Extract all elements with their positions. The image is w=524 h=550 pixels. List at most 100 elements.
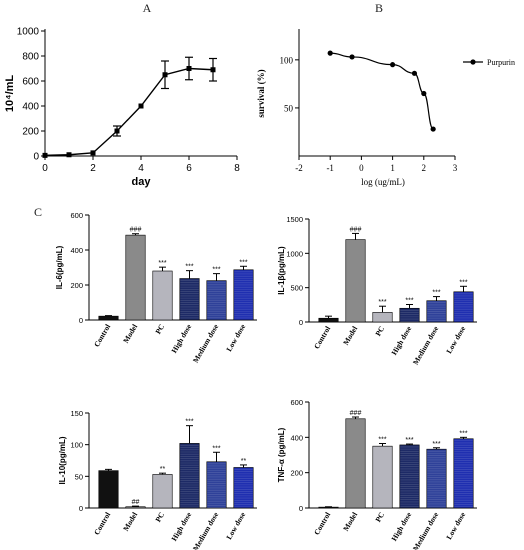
significance-label: ** [160, 466, 166, 473]
category-label: Model [341, 325, 359, 347]
bar [318, 317, 339, 323]
legend-label: Purpurin [487, 58, 515, 67]
bar [152, 474, 173, 509]
significance-label: ** [241, 458, 247, 465]
y-tick-label: 50 [284, 103, 294, 113]
x-axis-label: day [132, 176, 152, 188]
il6-chart: 0 200 400 600 IL-6(pg/mL) Control ### Model *** P… [55, 211, 257, 364]
category-label: Model [341, 511, 359, 533]
y-tick-label: 100 [280, 55, 294, 65]
data-point [411, 70, 418, 76]
y-tick-label: 400 [70, 246, 83, 255]
data-point [162, 72, 168, 78]
category-label: Low dose [444, 510, 467, 541]
x-tick-label: 6 [186, 163, 192, 174]
bar [125, 234, 146, 321]
survival-curve [330, 52, 434, 130]
bar [372, 312, 393, 323]
significance-label: *** [378, 437, 386, 444]
bar [233, 269, 254, 321]
y-tick-label: 0 [299, 318, 303, 327]
bar [399, 444, 420, 509]
x-tick-label: 2 [422, 163, 427, 173]
bar [98, 470, 119, 509]
category-label: PC [373, 325, 386, 338]
bar [233, 467, 254, 509]
significance-label: *** [239, 259, 247, 266]
significance-label: ### [350, 410, 362, 417]
bar [125, 506, 146, 509]
category-label: Control [312, 325, 332, 351]
y-tick-label: 1000 [17, 27, 40, 38]
x-tick-label: 3 [453, 163, 458, 173]
y-axis-label: TNF-α (pg/mL) [277, 427, 286, 482]
category-label: Low dose [224, 510, 247, 541]
y-tick-label: 0 [299, 504, 303, 513]
x-tick-label: 1 [390, 163, 395, 173]
x-tick-label: 0 [42, 163, 48, 174]
growth-series-line [44, 67, 214, 157]
y-tick-label: 800 [22, 52, 39, 63]
category-label: Control [312, 511, 332, 537]
y-tick-label: 200 [22, 127, 39, 138]
y-tick-label: 500 [290, 284, 303, 293]
data-point [90, 150, 96, 156]
survival-chart: 50 100 -2 -1 0 1 2 3 log (ug/mL) survival (%) Purp… [256, 29, 515, 187]
y-tick-label: 400 [290, 433, 303, 442]
significance-label: *** [405, 437, 413, 444]
significance-label: *** [378, 299, 386, 306]
y-tick-label: 600 [290, 398, 303, 407]
y-axis-label: 10⁴/mL [4, 75, 16, 113]
x-tick-label: 2 [90, 163, 96, 174]
category-label: High dose [389, 324, 413, 357]
legend-marker [470, 59, 476, 65]
y-tick-label: 0 [33, 152, 39, 163]
data-point [66, 152, 72, 158]
y-tick-label: 1500 [286, 215, 303, 224]
category-label: Medium dose [411, 510, 441, 550]
category-label: Low dose [224, 322, 247, 353]
x-axis-label: log (ug/mL) [361, 177, 405, 187]
panel-label-a: A [143, 1, 152, 15]
data-point [430, 126, 436, 132]
significance-label: ## [132, 499, 140, 506]
bar [98, 315, 119, 321]
y-tick-label: 1000 [286, 249, 303, 258]
y-tick-label: 0 [79, 316, 83, 325]
category-label: Model [121, 511, 139, 533]
category-label: High dose [169, 322, 193, 355]
y-tick-label: 150 [70, 409, 83, 418]
data-point [114, 128, 120, 134]
category-label: PC [153, 323, 166, 336]
significance-label: *** [459, 279, 467, 286]
panel-label-b: B [375, 1, 383, 15]
significance-label: ### [350, 226, 362, 233]
y-axis-label: survival (%) [256, 69, 266, 117]
data-point [186, 66, 192, 71]
y-tick-label: 600 [22, 77, 39, 88]
x-tick-label: -1 [326, 163, 334, 173]
category-label: Model [121, 323, 139, 345]
category-label: Control [92, 323, 112, 349]
significance-label: *** [212, 445, 220, 452]
x-tick-label: 4 [138, 163, 144, 174]
bar [345, 418, 366, 509]
y-tick-label: 600 [70, 211, 83, 220]
data-point [327, 50, 333, 56]
category-label: High dose [169, 510, 193, 543]
y-tick-label: 400 [22, 102, 39, 113]
significance-label: *** [432, 290, 440, 297]
y-tick-label: 0 [79, 504, 83, 513]
x-tick-label: 0 [359, 163, 364, 173]
bar [453, 438, 474, 509]
y-axis-label: IL-6(pg/mL) [55, 245, 64, 289]
x-tick-label: 8 [234, 163, 240, 174]
y-tick-label: 100 [70, 441, 83, 450]
y-axis-label: IL-1β(pg/mL) [277, 246, 286, 295]
significance-label: *** [405, 297, 413, 304]
significance-label: *** [185, 264, 193, 271]
y-axis-label: IL-10(pg/mL) [58, 436, 67, 484]
significance-label: *** [459, 430, 467, 437]
